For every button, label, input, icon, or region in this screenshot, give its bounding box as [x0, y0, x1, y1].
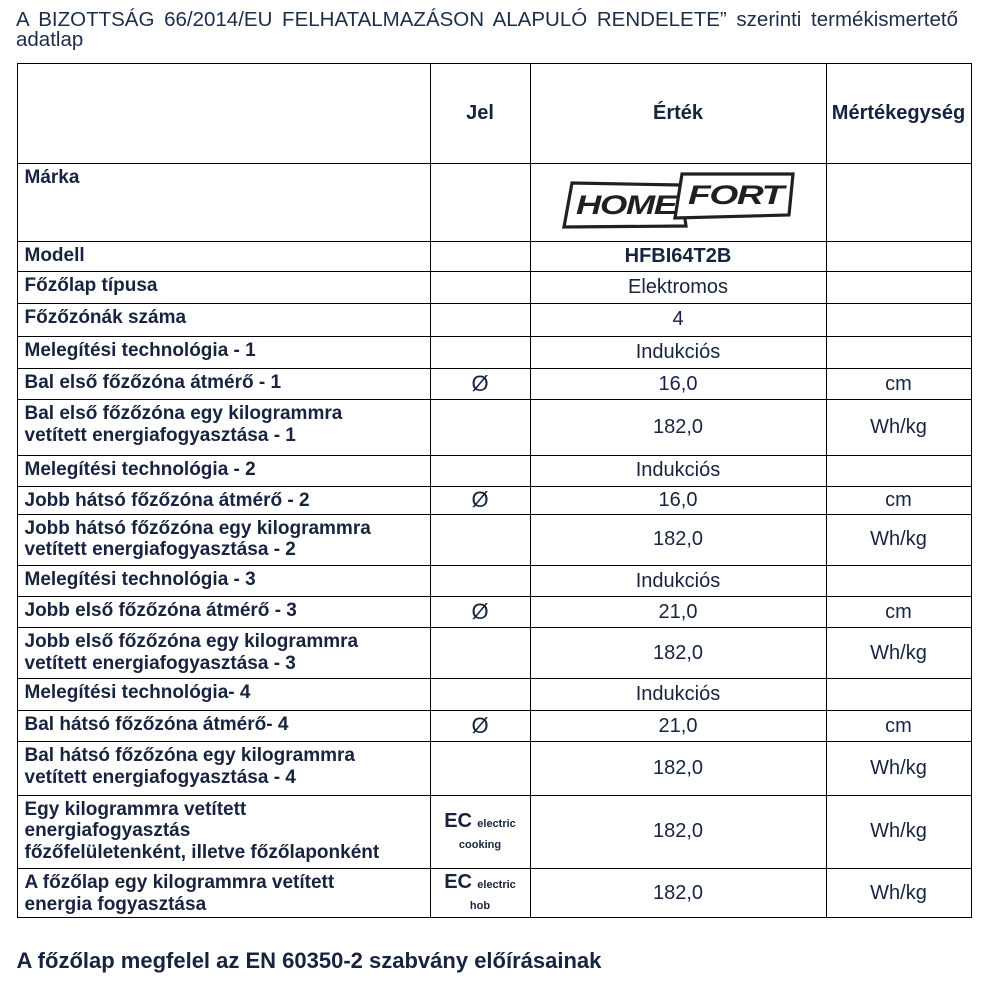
svg-text:HOME: HOME — [576, 190, 679, 220]
svg-text:FORT: FORT — [688, 180, 788, 210]
